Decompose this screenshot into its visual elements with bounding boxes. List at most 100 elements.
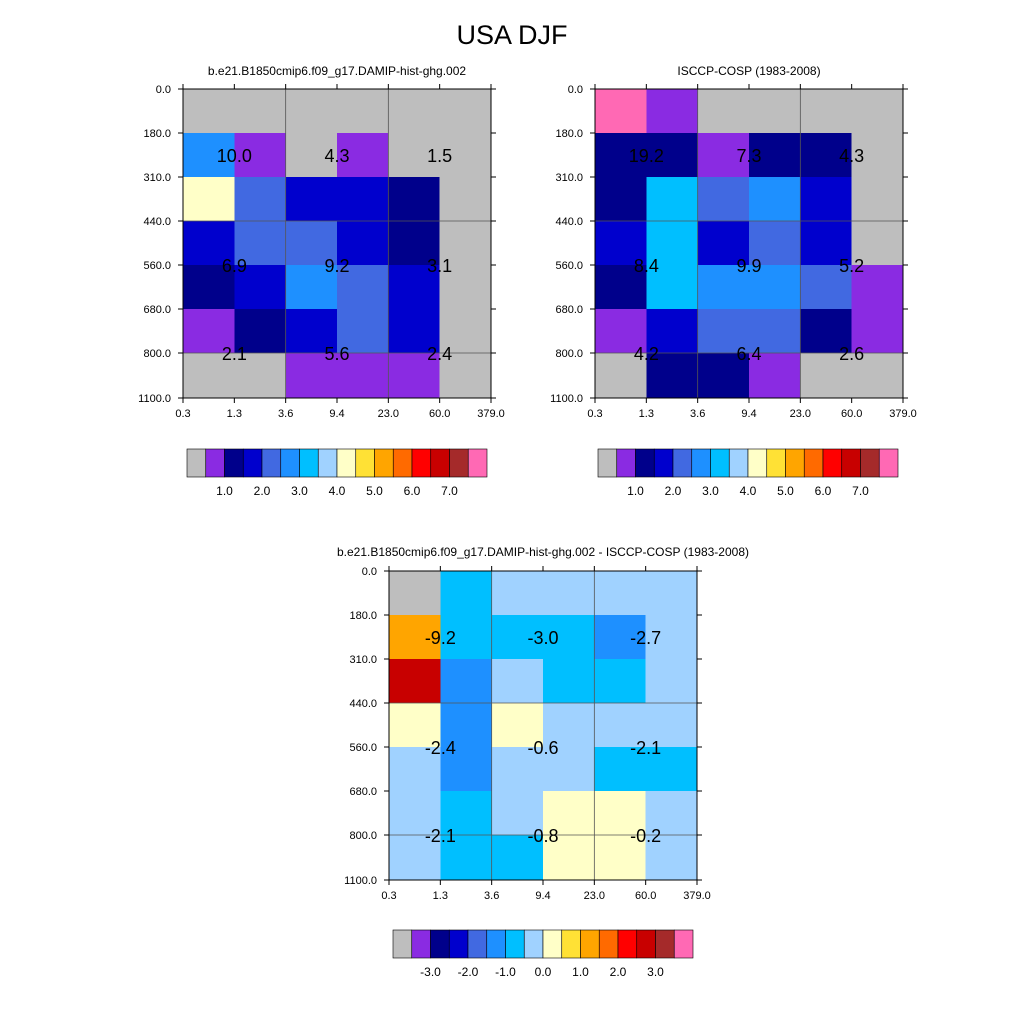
heatmap-cell xyxy=(388,265,441,310)
cell-value-label: 9.2 xyxy=(324,256,349,276)
colorbar-box xyxy=(691,448,711,478)
heatmap-cell xyxy=(337,221,389,266)
panel-title: ISCCP-COSP (1983-2008) xyxy=(677,64,820,78)
colorbar-label: 3.0 xyxy=(291,484,308,498)
heatmap-cell xyxy=(439,353,492,399)
cell-value-label: -9.2 xyxy=(425,628,456,648)
colorbar-label: 4.0 xyxy=(329,484,346,498)
heatmap-cell xyxy=(749,133,801,178)
colorbar-box xyxy=(430,448,450,478)
heatmap-cell xyxy=(851,265,904,310)
y-tick-label: 0.0 xyxy=(156,84,171,96)
heatmap-cell xyxy=(646,353,699,399)
colorbar-box xyxy=(523,929,544,959)
x-tick-label: 0.3 xyxy=(587,408,602,420)
heatmap-cell xyxy=(851,221,904,266)
y-tick-label: 680.0 xyxy=(349,786,377,798)
heatmap-cell xyxy=(183,177,235,222)
heatmap-cell xyxy=(388,353,441,399)
x-tick-label: 60.0 xyxy=(429,408,450,420)
heatmap-cell xyxy=(439,265,492,310)
heatmap-cell xyxy=(285,221,338,266)
colorbar-box xyxy=(710,448,730,478)
heatmap-cell xyxy=(183,221,235,266)
heatmap-cell xyxy=(645,703,698,748)
heatmap-cell xyxy=(749,221,801,266)
colorbar-box xyxy=(636,929,656,959)
heatmap-cell xyxy=(337,309,389,354)
x-tick-label: 3.6 xyxy=(690,408,705,420)
heatmap-cell xyxy=(234,353,287,399)
y-tick-label: 310.0 xyxy=(555,172,583,184)
x-tick-label: 3.6 xyxy=(484,890,499,902)
y-tick-label: 680.0 xyxy=(555,304,583,316)
heatmap-cell xyxy=(697,177,750,222)
colorbar-box xyxy=(561,929,581,959)
heatmap-cell xyxy=(645,835,698,881)
cell-value-label: 4.3 xyxy=(839,146,864,166)
heatmap-cell xyxy=(543,659,595,704)
colorbar-box xyxy=(598,929,619,959)
heatmap-cell xyxy=(388,309,441,354)
colorbar-label: 3.0 xyxy=(647,965,664,979)
heatmap-cell xyxy=(440,659,493,704)
colorbar-box xyxy=(841,448,861,478)
y-tick-label: 180.0 xyxy=(555,128,583,140)
colorbar-label: 6.0 xyxy=(404,484,421,498)
x-tick-label: 379.0 xyxy=(477,408,505,420)
colorbar-box xyxy=(635,448,655,478)
colorbar-label: -2.0 xyxy=(458,965,479,979)
heatmap-cell xyxy=(389,791,441,836)
heatmap-cell xyxy=(389,571,441,616)
main-title: USA DJF xyxy=(456,20,568,50)
cell-value-label: -2.7 xyxy=(630,628,661,648)
x-tick-label: 23.0 xyxy=(584,890,605,902)
cell-value-label: -2.1 xyxy=(425,826,456,846)
heatmap-cell xyxy=(491,659,544,704)
heatmap-cell xyxy=(234,265,287,310)
heatmap-cell xyxy=(389,659,441,704)
heatmap-panel-3: b.e21.B1850cmip6.f09_g17.DAMIP-hist-ghg.… xyxy=(337,545,749,979)
heatmap-cell xyxy=(491,747,544,792)
heatmap-cell xyxy=(183,353,235,399)
x-tick-label: 1.3 xyxy=(639,408,654,420)
heatmap-cell xyxy=(440,615,493,660)
heatmap-cell xyxy=(800,133,853,178)
heatmap-cell xyxy=(749,353,801,399)
heatmap-cell xyxy=(440,571,493,616)
colorbar-label: 1.0 xyxy=(216,484,233,498)
heatmap-cell xyxy=(645,615,698,660)
colorbar-box xyxy=(448,929,469,959)
heatmap-cell xyxy=(543,703,595,748)
y-tick-label: 440.0 xyxy=(349,698,377,710)
x-tick-label: 23.0 xyxy=(378,408,399,420)
colorbar-box xyxy=(392,448,413,478)
colorbar-box xyxy=(803,448,824,478)
heatmap-cell xyxy=(491,571,544,616)
cell-value-label: 6.9 xyxy=(222,256,247,276)
heatmap-cell xyxy=(851,177,904,222)
cell-value-label: 2.4 xyxy=(427,344,452,364)
heatmap-cell xyxy=(594,791,647,836)
heatmap-cell xyxy=(285,133,338,178)
cell-value-label: -0.6 xyxy=(527,738,558,758)
colorbar-box xyxy=(747,448,768,478)
colorbar-box xyxy=(486,929,506,959)
colorbar-box xyxy=(860,448,880,478)
colorbar-box xyxy=(672,448,693,478)
heatmap-cell xyxy=(697,221,750,266)
colorbar-label: -3.0 xyxy=(420,965,441,979)
y-tick-label: 0.0 xyxy=(362,566,377,578)
heatmap-cell xyxy=(697,133,750,178)
colorbar-box xyxy=(317,448,338,478)
x-tick-label: 23.0 xyxy=(790,408,811,420)
colorbar-box xyxy=(242,448,263,478)
heatmap-cell xyxy=(440,703,493,748)
heatmap-cell xyxy=(285,265,338,310)
heatmap-cell xyxy=(234,309,287,354)
colorbar-box xyxy=(467,929,488,959)
cell-value-label: 3.1 xyxy=(427,256,452,276)
cell-value-label: 2.6 xyxy=(839,344,864,364)
x-tick-label: 9.4 xyxy=(741,408,756,420)
x-tick-label: 9.4 xyxy=(329,408,344,420)
